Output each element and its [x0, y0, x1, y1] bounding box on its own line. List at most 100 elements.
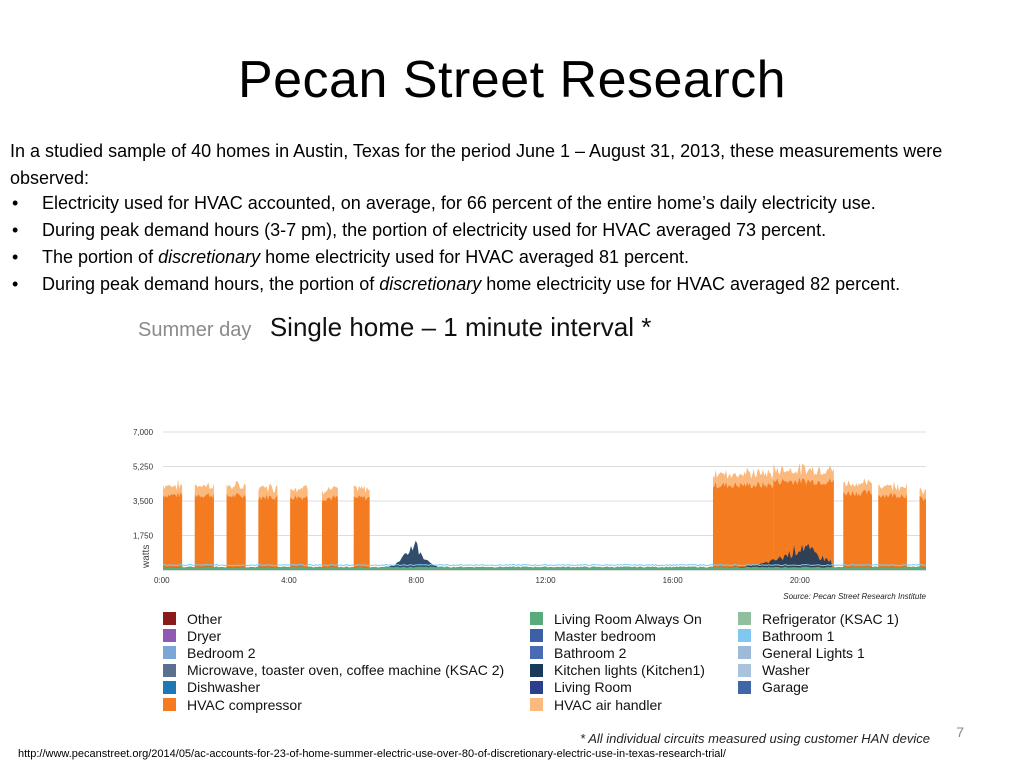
- bullet-text-after: home electricity use for HVAC averaged 8…: [481, 274, 901, 294]
- bullet-glyph: •: [12, 193, 19, 213]
- legend-label: Living Room Always On: [554, 610, 702, 627]
- legend-item: Master bedroom: [530, 627, 705, 644]
- hvac-compressor-area: [353, 495, 370, 570]
- legend-item: Dryer: [163, 627, 504, 644]
- y-tick-label: 7,000: [133, 428, 154, 437]
- legend-label: Garage: [762, 679, 809, 696]
- legend-label: Other: [187, 610, 223, 627]
- bullet-text-before: During peak demand hours, the portion of: [42, 274, 380, 294]
- hvac-compressor-area: [226, 493, 246, 570]
- legend-swatch: [530, 629, 543, 643]
- legend-label: Dryer: [187, 627, 222, 644]
- bullet-emphasis: discretionary: [158, 247, 261, 267]
- legend-swatch: [530, 663, 543, 677]
- legend-swatch: [163, 680, 176, 694]
- chart-source: Source: Pecan Street Research Institute: [783, 592, 926, 601]
- always-on-area: [163, 566, 926, 570]
- legend-swatch: [163, 612, 176, 626]
- page-number: 7: [956, 724, 964, 740]
- hvac-compressor-area: [321, 495, 338, 570]
- x-tick-label: 20:00: [790, 576, 811, 585]
- legend-swatch: [530, 646, 543, 660]
- legend-item: Bathroom 2: [530, 644, 705, 661]
- legend-item: Dishwasher: [163, 679, 504, 696]
- hvac-compressor-area: [258, 494, 278, 570]
- legend-label: Washer: [762, 662, 810, 679]
- legend-swatch: [163, 698, 176, 712]
- legend-item: Washer: [738, 662, 899, 679]
- y-tick-label: 3,500: [133, 497, 154, 506]
- legend-item: Living Room Always On: [530, 610, 705, 627]
- legend-swatch: [738, 629, 751, 643]
- legend-label: Dishwasher: [187, 679, 261, 696]
- legend-item: Refrigerator (KSAC 1): [738, 610, 899, 627]
- bullet-emphasis: discretionary: [379, 274, 482, 294]
- legend-item: Bathroom 1: [738, 627, 899, 644]
- y-tick-label: 1,750: [133, 532, 154, 541]
- y-tick-label: 5,250: [133, 463, 154, 472]
- bullet-item: • During peak demand hours (3-7 pm), the …: [10, 217, 1015, 244]
- source-url: http://www.pecanstreet.org/2014/05/ac-ac…: [18, 748, 726, 760]
- legend-label: Bathroom 2: [554, 644, 627, 661]
- legend-item: Microwave, toaster oven, coffee machine …: [163, 662, 504, 679]
- legend-item: Garage: [738, 679, 899, 696]
- legend-label: General Lights 1: [762, 644, 865, 661]
- hvac-compressor-area: [194, 493, 214, 570]
- chart-subtitle: Summer day: [138, 319, 252, 341]
- hvac-compressor-area: [290, 495, 308, 570]
- bullet-glyph: •: [12, 274, 19, 294]
- legend-swatch: [530, 698, 543, 712]
- legend-swatch: [163, 629, 176, 643]
- baseload-line: [162, 563, 927, 567]
- bullet-glyph: •: [12, 247, 19, 267]
- bullet-item: • Electricity used for HVAC accounted, on…: [10, 190, 1015, 217]
- legend-column: Living Room Always On Master bedroom Bathr…: [530, 610, 705, 713]
- legend-column: Other Dryer Bedroom 2 Microwave, toaster ov…: [163, 610, 504, 713]
- hvac-compressor-area: [163, 492, 183, 570]
- legend-column: Refrigerator (KSAC 1) Bathroom 1 General L…: [738, 610, 899, 696]
- legend-item: Other: [163, 610, 504, 627]
- y-axis-label: watts: [141, 545, 152, 569]
- hvac-compressor-area: [773, 477, 834, 570]
- bullet-glyph: •: [12, 220, 19, 240]
- x-tick-label: 0:00: [154, 576, 170, 585]
- hvac-compressor-area: [878, 492, 907, 570]
- legend-label: HVAC air handler: [554, 696, 662, 713]
- x-tick-label: 16:00: [663, 576, 684, 585]
- bullet-text-after: home electricity used for HVAC averaged …: [260, 247, 690, 267]
- slide-title: Pecan Street Research: [237, 51, 787, 109]
- legend-label: Bathroom 1: [762, 627, 835, 644]
- legend-swatch: [530, 612, 543, 626]
- bullet-item: • The portion of discretionary home elect…: [10, 244, 1015, 271]
- legend-swatch: [738, 646, 751, 660]
- legend-label: Refrigerator (KSAC 1): [762, 610, 899, 627]
- x-tick-label: 8:00: [408, 576, 424, 585]
- legend-swatch: [738, 612, 751, 626]
- legend-label: Microwave, toaster oven, coffee machine …: [187, 662, 505, 679]
- legend-swatch: [163, 646, 176, 660]
- chart-footnote: * All individual circuits measured using…: [580, 731, 930, 746]
- intro-text: In a studied sample of 40 homes in Austi…: [10, 141, 943, 188]
- legend-label: Living Room: [554, 679, 632, 696]
- bullet-text: During peak demand hours (3-7 pm), the p…: [42, 220, 827, 240]
- chart-heading: Summer day Single home – 1 minute interv…: [138, 312, 651, 343]
- legend-label: HVAC compressor: [187, 696, 302, 713]
- bullet-text-before: The portion of: [42, 247, 159, 267]
- legend-swatch: [163, 663, 176, 677]
- bullet-list: • Electricity used for HVAC accounted, on…: [10, 190, 1015, 298]
- legend-item: Bedroom 2: [163, 644, 504, 661]
- chart-title: Single home – 1 minute interval *: [269, 312, 652, 342]
- legend-item: Living Room: [530, 679, 705, 696]
- legend-item: HVAC compressor: [163, 696, 504, 713]
- legend-swatch: [738, 680, 751, 694]
- bullet-item: • During peak demand hours, the portion o…: [10, 271, 1015, 298]
- bullet-text: Electricity used for HVAC accounted, on …: [42, 193, 876, 213]
- legend-label: Master bedroom: [554, 627, 656, 644]
- x-tick-label: 12:00: [536, 576, 557, 585]
- legend-item: Kitchen lights (Kitchen1): [530, 662, 705, 679]
- legend-item: General Lights 1: [738, 644, 899, 661]
- hvac-compressor-area: [843, 489, 872, 570]
- x-tick-label: 4:00: [281, 576, 297, 585]
- hvac-compressor-area: [919, 496, 926, 570]
